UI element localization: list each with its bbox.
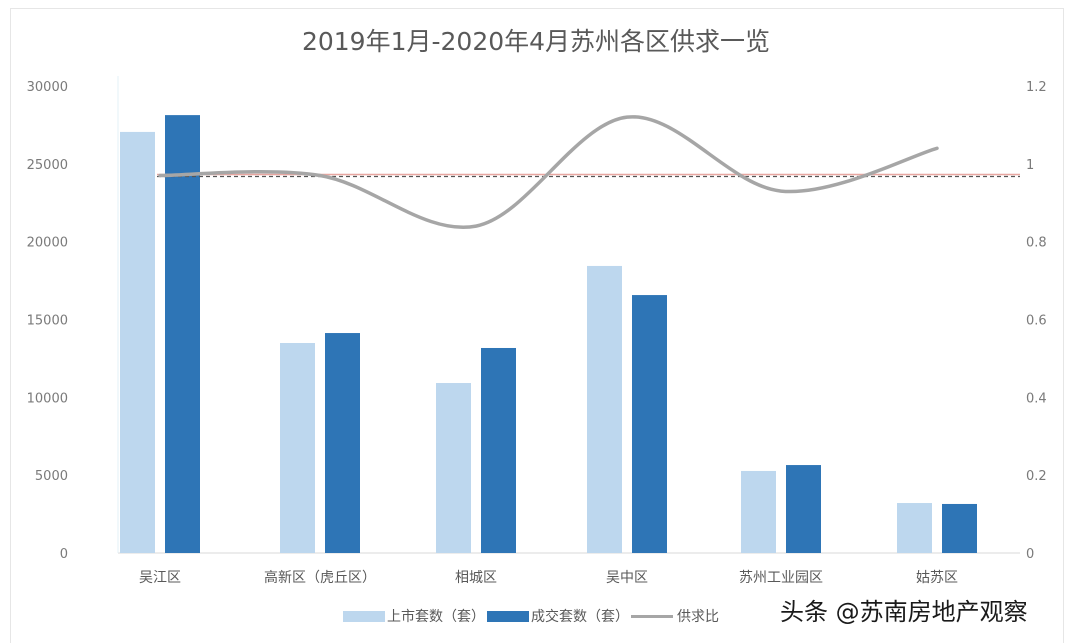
left-axis-tick: 20000 [27,236,68,251]
bar-deal [481,347,516,553]
chart-title: 2019年1月-2020年4月苏州各区供求一览 [301,27,771,56]
legend-swatch-supply [343,610,385,622]
bar-supply [436,383,471,553]
left-axis-tick: 10000 [27,391,68,406]
bar-deal [165,115,200,553]
chart-frame [10,8,1064,643]
left-axis-tick: 15000 [27,314,68,329]
x-axis-label: 苏州工业园区 [739,570,823,586]
legend-label-ratio: 供求比 [677,609,719,625]
bar-supply [280,343,315,553]
legend-label-deal: 成交套数（套） [531,609,629,625]
right-axis-tick: 0.8 [1026,236,1047,251]
right-axis-tick: 0 [1026,547,1034,562]
watermark: 头条 @苏南房地产观察 [780,598,1028,626]
bar-supply [587,265,622,553]
ratio-line [158,115,939,230]
right-axis-tick: 0.4 [1026,391,1047,406]
right-axis-tick: 0.6 [1026,314,1047,329]
bar-supply [120,131,155,553]
legend: 上市套数（套） 成交套数（套） 供求比 [343,606,719,626]
left-axis-tick: 30000 [27,80,68,95]
x-axis-label: 姑苏区 [916,570,958,586]
left-axis-tick: 0 [60,547,68,562]
x-axis-label: 吴中区 [606,570,648,586]
x-axis-label: 相城区 [455,570,497,586]
left-axis-tick: 25000 [27,158,68,173]
left-axis-tick: 5000 [35,469,68,484]
bar-deal [632,295,667,553]
bar-supply [741,470,776,553]
legend-label-supply: 上市套数（套） [387,609,485,625]
x-axis-label: 高新区（虎丘区） [264,569,376,586]
legend-swatch-deal [487,610,529,622]
x-axis-label: 吴江区 [139,570,181,586]
bar-deal [325,333,360,553]
legend-swatch-ratio [631,614,673,618]
bar-deal [942,503,977,553]
right-axis-tick: 1.2 [1026,80,1047,95]
right-axis-tick: 0.2 [1026,469,1047,484]
bar-deal [786,465,821,553]
right-axis-tick: 1 [1026,158,1034,173]
bar-supply [897,503,932,553]
